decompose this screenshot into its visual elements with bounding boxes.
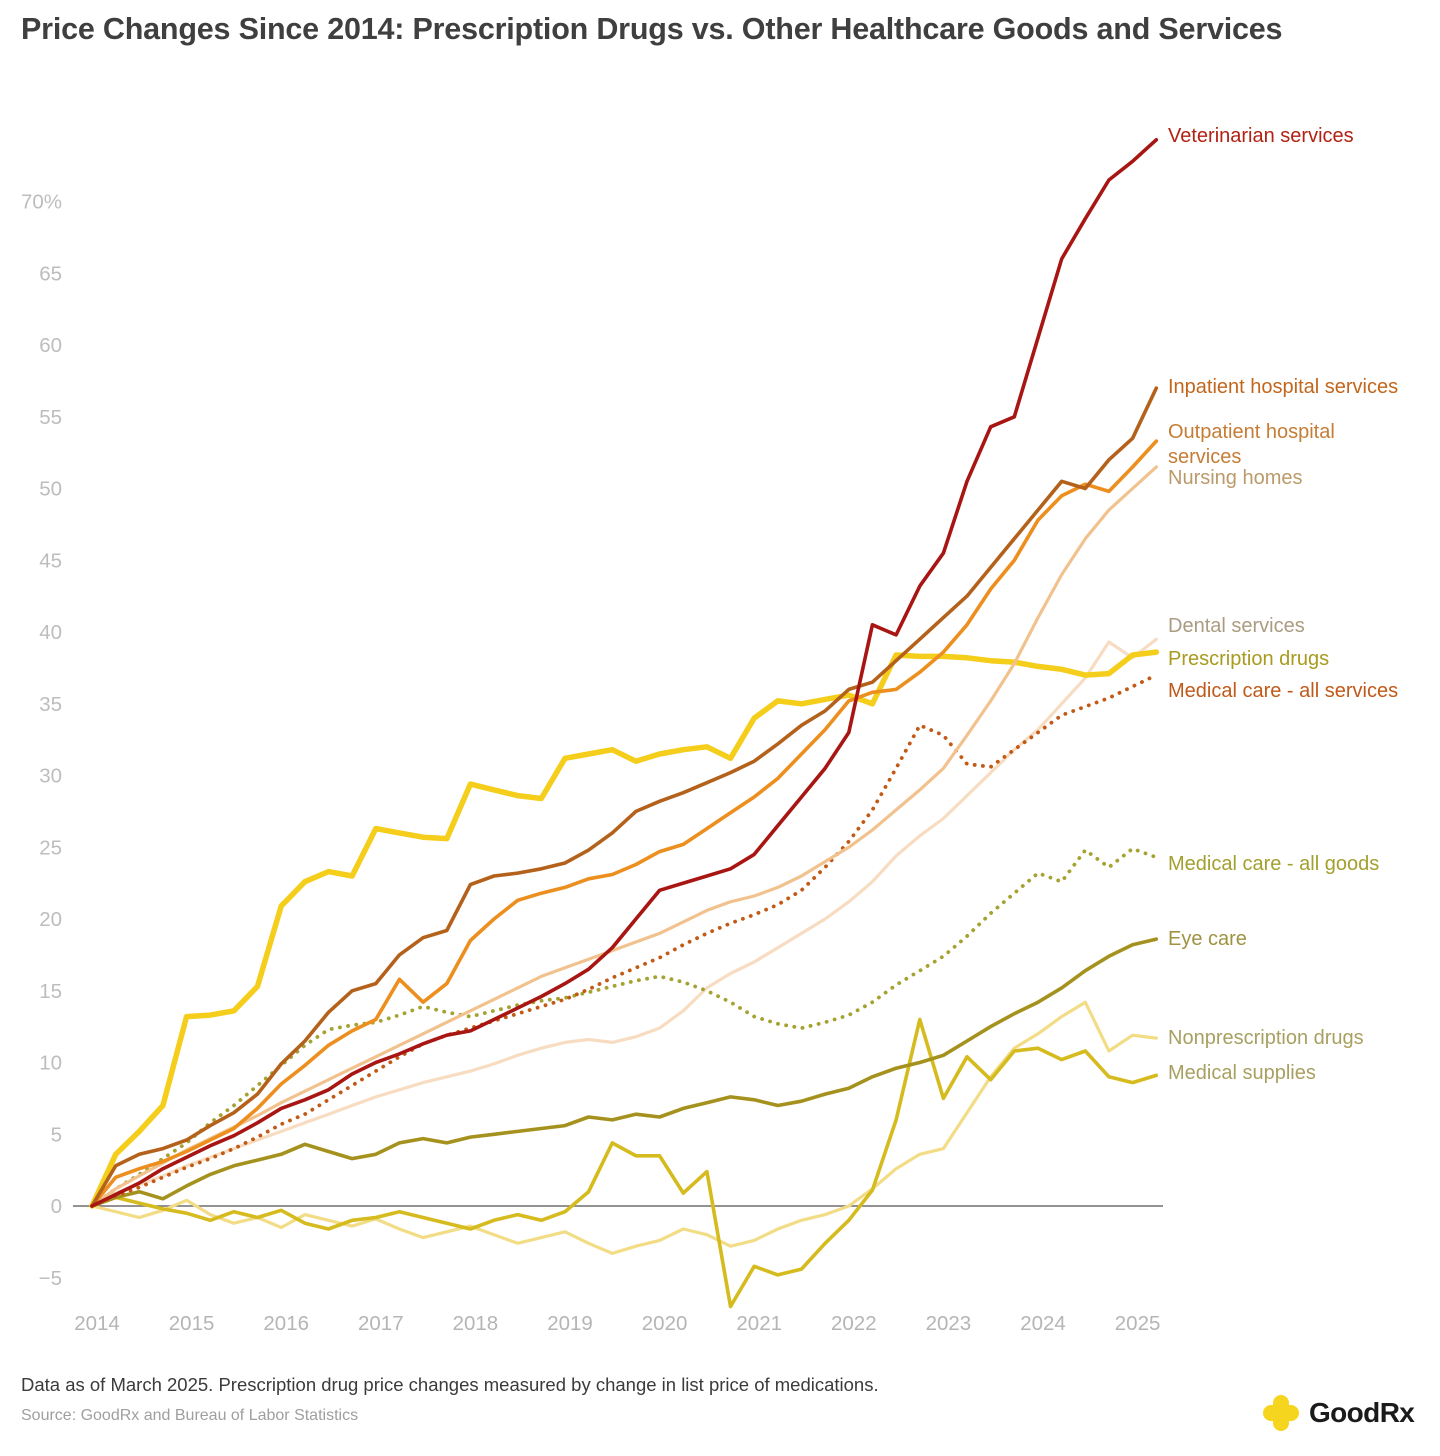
x-tick-label: 2015	[169, 1312, 215, 1335]
y-tick-label: 20	[39, 908, 62, 931]
y-tick-label: 10	[39, 1052, 62, 1075]
x-tick-label: 2014	[74, 1312, 120, 1335]
series-line-med_goods	[90, 846, 1159, 1208]
series-label-med_goods: Medical care - all goods	[1168, 853, 1380, 875]
series-line-nonrx	[90, 1000, 1158, 1256]
x-tick-label: 2016	[263, 1312, 309, 1335]
y-tick-label: −5	[39, 1267, 62, 1290]
y-tick-label: 0	[51, 1195, 62, 1218]
series-line-veterinarian	[90, 138, 1159, 1208]
series-line-outpatient	[90, 439, 1159, 1208]
series-label-med_services: Medical care - all services	[1168, 680, 1399, 702]
y-tick-label: 55	[39, 406, 62, 429]
y-tick-label: 70%	[21, 191, 62, 214]
x-tick-label: 2023	[926, 1312, 972, 1335]
series-line-nursing	[90, 465, 1158, 1208]
x-tick-label: 2020	[642, 1312, 688, 1335]
x-tick-label: 2021	[736, 1312, 782, 1335]
series-label-prescription: Prescription drugs	[1168, 648, 1330, 670]
series-line-supplies	[90, 1017, 1159, 1309]
x-tick-label: 2019	[547, 1312, 593, 1335]
y-tick-label: 15	[39, 980, 62, 1003]
x-tick-label: 2025	[1115, 1312, 1161, 1335]
series-line-prescription	[89, 649, 1160, 1209]
y-tick-label: 40	[39, 621, 62, 644]
y-tick-label: 35	[39, 693, 62, 716]
x-tick-label: 2024	[1020, 1312, 1066, 1335]
y-tick-label: 45	[39, 549, 62, 572]
goodrx-wordmark: GoodRx	[1309, 1397, 1415, 1428]
series-label-eye: Eye care	[1168, 928, 1247, 950]
chart-title: Price Changes Since 2014: Prescription D…	[21, 12, 1283, 46]
y-tick-label: 25	[39, 836, 62, 859]
series-line-med_services	[90, 673, 1159, 1208]
y-tick-label: 60	[39, 334, 62, 357]
series-line-dental	[90, 637, 1158, 1208]
footnote: Data as of March 2025. Prescription drug…	[21, 1374, 879, 1395]
y-tick-label: 30	[39, 765, 62, 788]
goodrx-plus-icon	[1262, 1394, 1300, 1432]
y-tick-label: 65	[39, 262, 62, 285]
x-tick-label: 2018	[453, 1312, 499, 1335]
source-note: Source: GoodRx and Bureau of Labor Stati…	[21, 1407, 359, 1424]
goodrx-logo: GoodRx	[1262, 1394, 1415, 1432]
series-label-dental: Dental services	[1168, 615, 1305, 637]
x-tick-label: 2017	[358, 1312, 404, 1335]
series-label-nonrx: Nonprescription drugs	[1168, 1027, 1364, 1049]
series-label-inpatient: Inpatient hospital services	[1168, 376, 1399, 398]
y-tick-label: 5	[51, 1123, 62, 1146]
series-line-eye	[90, 937, 1159, 1208]
series-label-veterinarian: Veterinarian services	[1168, 125, 1354, 147]
series-label-outpatient: Outpatient hospital services	[1168, 421, 1335, 468]
series-line-inpatient	[90, 386, 1159, 1208]
series-label-nursing: Nursing homes	[1168, 467, 1303, 489]
series-label-supplies: Medical supplies	[1168, 1062, 1316, 1084]
y-tick-label: 50	[39, 478, 62, 501]
x-tick-label: 2022	[831, 1312, 877, 1335]
